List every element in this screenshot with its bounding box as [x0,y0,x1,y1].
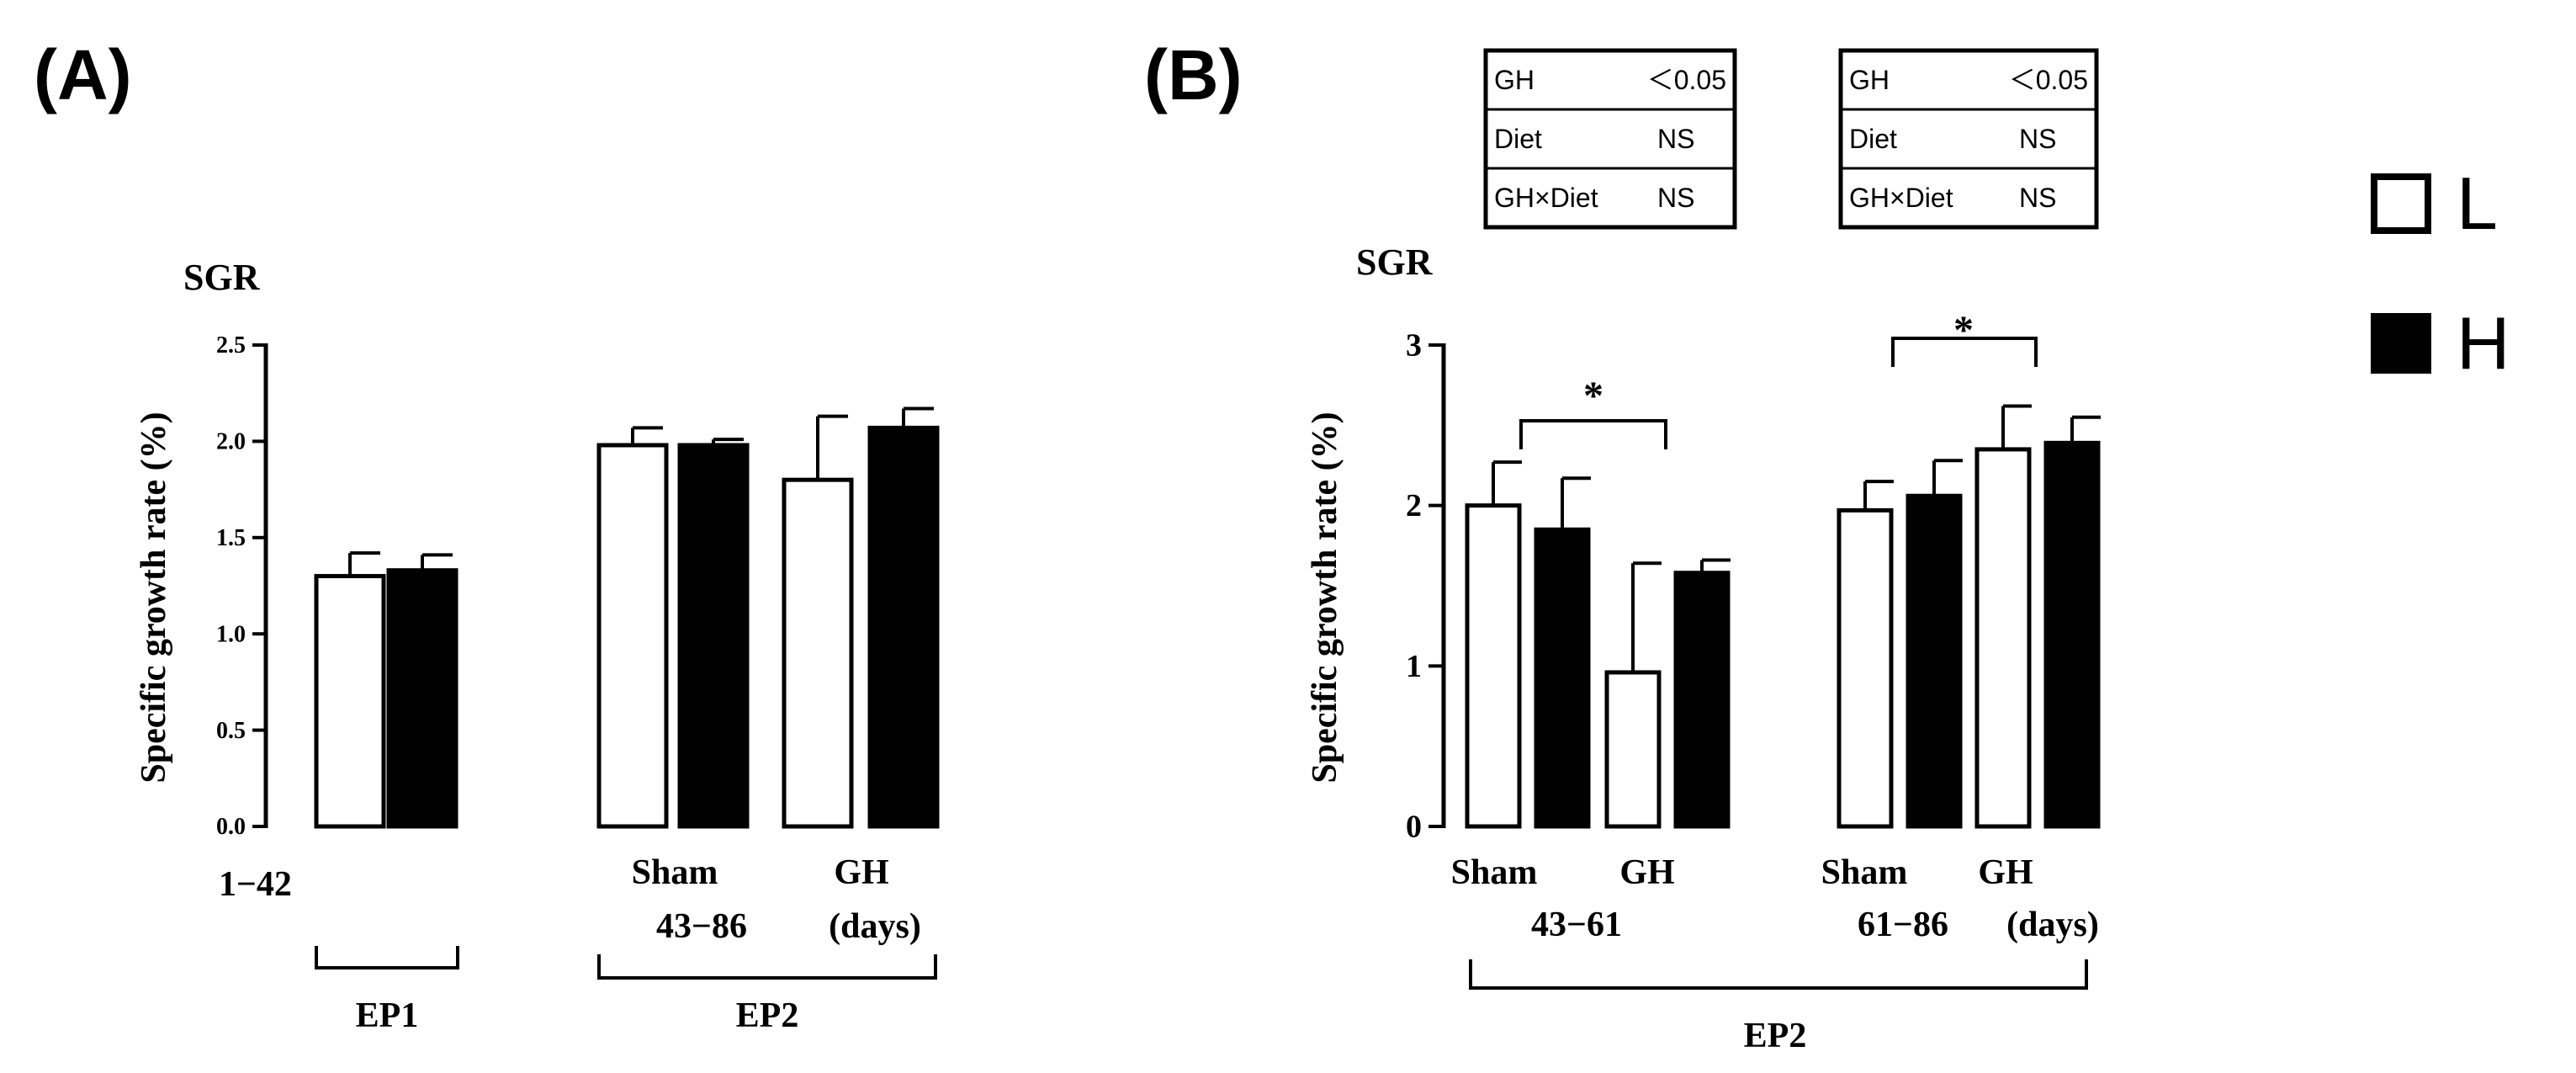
period-label-61-86: 61−86 [1858,906,1948,944]
bar-h [677,443,750,829]
stats-factor: GH [1494,65,1534,95]
legend-swatch-h [2371,313,2431,374]
y-tick-label: 2 [1406,488,1422,523]
stats-p-value: NS [2019,183,2056,213]
bar-h [386,568,458,829]
stats-p-value: NS [1657,183,1694,213]
bracket-label-ep1: EP1 [356,996,419,1035]
bar-l [1974,447,2032,829]
stats-factor: GH×Diet [1494,183,1598,213]
y-axis-label: Specific growth rate (%) [1306,412,1344,783]
group-label-sham: Sham [1821,853,1908,892]
bar-h [1673,571,1731,829]
bar-l [1837,507,1894,829]
bar-l [782,477,854,829]
significance-asterisk: * [1953,308,1974,353]
stats-factor: Diet [1494,124,1542,154]
stats-factor: GH [1849,65,1890,95]
bracket-ep2 [597,954,937,980]
stats-p-value: ＜0.05 [2009,65,2088,95]
group-label-sham: Sham [632,853,718,892]
significance-asterisk: * [1583,374,1603,418]
bar-l [596,443,669,829]
bracket-ep1 [315,946,459,969]
chart-title: SGR [183,257,261,298]
group-label-gh: GH [1619,853,1674,892]
bracket-label-ep2: EP2 [736,996,799,1035]
stats-p-value: ＜0.05 [1647,65,1726,95]
bar-h [2043,440,2101,829]
bar-h [1905,493,1963,829]
bracket-ep2 [1469,959,2088,990]
panel-a: (A) SGR Specific growth rate (%) 0.0 0.5 1.0 1… [34,35,940,1035]
bar-h [867,425,940,829]
bar-l [1465,503,1522,829]
legend: LH [2371,162,2510,385]
significance-bracket [1519,419,1667,449]
period-label-1-42: 1−42 [219,865,292,904]
days-label: (days) [2006,906,2099,944]
period-label-43-86: 43−86 [656,907,747,946]
stats-table: GH ＜0.05 Diet NS GH×Diet NS [1838,48,2099,230]
y-tick-label: 1.5 [216,525,246,551]
y-tick-label: 0.0 [216,814,246,840]
y-tick-label: 2.5 [216,332,246,359]
stats-table-frame [1838,48,2099,230]
bracket-label-ep2: EP2 [1744,1017,1807,1055]
stats-factor: GH×Diet [1849,183,1953,213]
y-tick-label: 0.5 [216,718,246,744]
stats-factor: Diet [1849,124,1897,154]
y-tick-label: 2.0 [216,429,246,455]
bar-l [314,574,386,829]
y-tick-label: 0 [1406,810,1422,845]
panel-label: (A) [34,35,132,114]
bar-l [1604,670,1662,829]
group-label-sham: Sham [1451,853,1538,892]
significance-bracket [1891,337,2038,367]
stats-p-value: NS [2019,124,2056,154]
panel-label: (B) [1144,35,1243,114]
y-tick-label: 3 [1406,328,1422,364]
legend-label-l: L [2457,162,2498,245]
bar-h [1534,527,1591,829]
stats-p-value: NS [1657,124,1694,154]
y-tick-label: 1.0 [216,621,246,647]
legend-label-h: H [2457,301,2510,385]
legend-swatch-l [2371,173,2431,234]
panel-b: (B) SGR Specific growth rate (%) 0 1 2 3 * * Sham… [1144,35,2101,1055]
y-axis-label: Specific growth rate (%) [135,412,173,783]
period-label-43-61: 43−61 [1531,906,1622,944]
stats-table: GH ＜0.05 Diet NS GH×Diet NS [1483,48,1737,230]
days-label: (days) [829,907,921,946]
y-tick-label: 1 [1406,649,1422,684]
group-label-gh: GH [834,853,888,892]
group-label-gh: GH [1978,853,2033,892]
stats-table-frame [1483,48,1737,230]
chart-title: SGR [1356,242,1434,283]
